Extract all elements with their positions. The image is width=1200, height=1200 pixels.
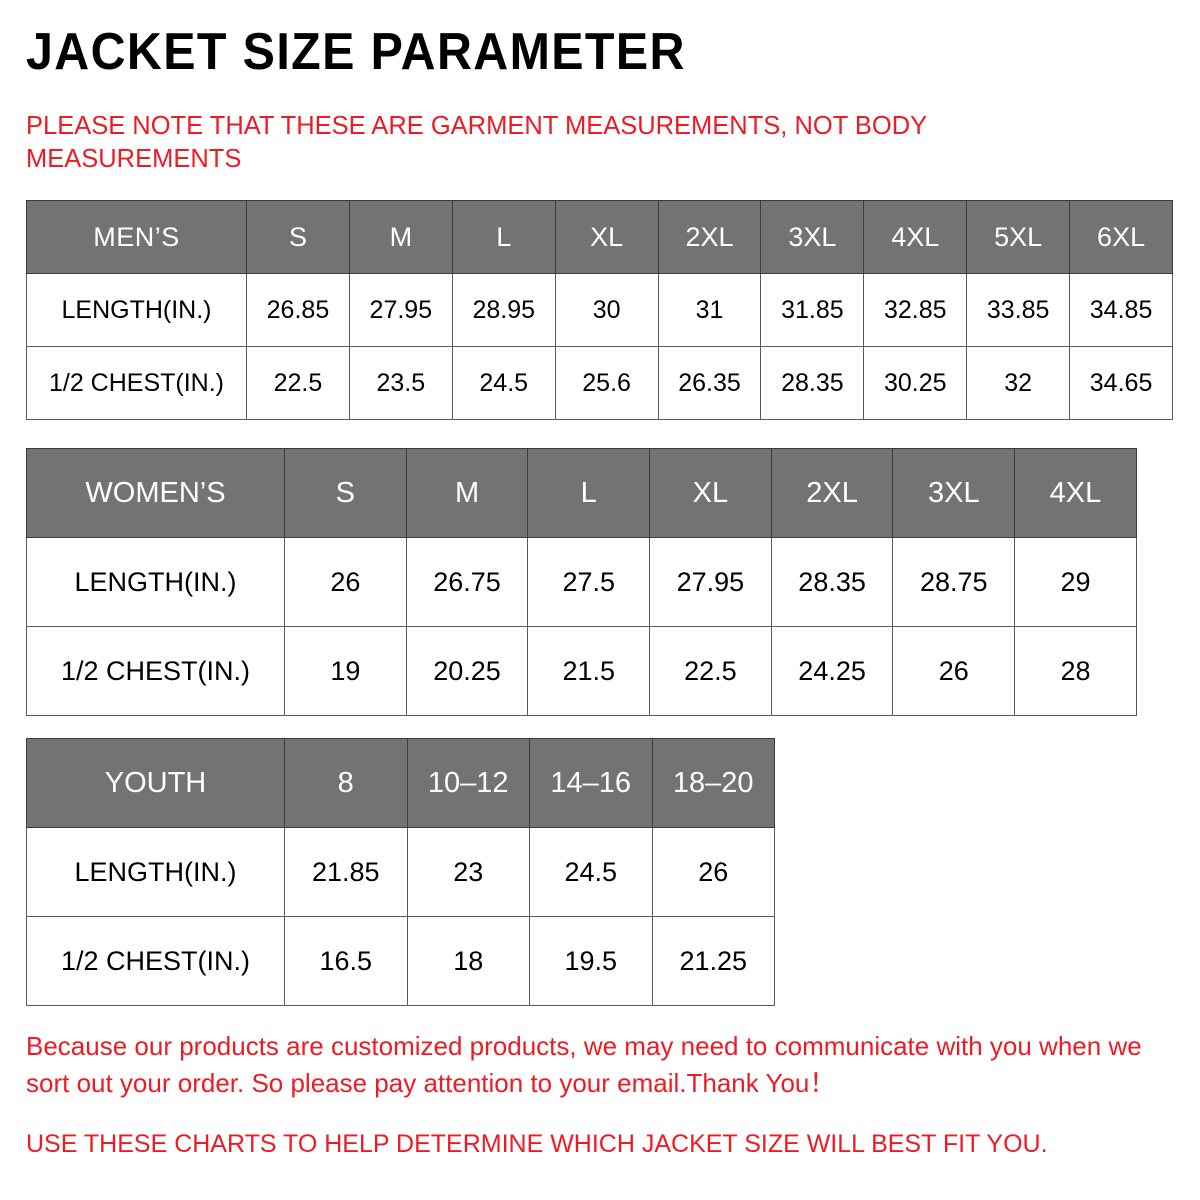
womens-cell-1-3: 22.5: [649, 626, 772, 716]
womens-cell-0-0: 26: [284, 537, 407, 627]
youth-table-body: LENGTH(IN.) 21.85 23 24.5 26 1/2 CHEST(IN.) 16…: [26, 827, 775, 1006]
womens-size-header-l: L: [527, 448, 651, 538]
mens-table-row: LENGTH(IN.) 26.85 27.95 28.95 30 31 31.85 32.85…: [26, 273, 1174, 347]
womens-size-header-s: S: [284, 448, 407, 538]
womens-size-header-3xl: 3XL: [892, 448, 1016, 538]
mens-cell-1-6: 30.25: [863, 346, 968, 420]
mens-cell-1-0: 22.5: [246, 346, 350, 420]
womens-header-row: WOMEN’S S M L XL 2XL 3XL 4XL: [26, 448, 1137, 538]
womens-table-row: 1/2 CHEST(IN.) 19 20.25 21.5 22.5 24.25 26 28: [26, 626, 1137, 716]
youth-row-label-0: LENGTH(IN.): [26, 827, 285, 917]
youth-cell-0-1: 23: [406, 827, 530, 917]
womens-cell-1-1: 20.25: [405, 626, 529, 716]
mens-row-label-0: LENGTH(IN.): [26, 273, 247, 347]
womens-cell-1-5: 26: [892, 626, 1016, 716]
youth-table-row: 1/2 CHEST(IN.) 16.5 18 19.5 21.25: [26, 916, 775, 1006]
mens-cell-0-3: 30: [554, 273, 659, 347]
mens-cell-1-7: 32: [966, 346, 1071, 420]
youth-size-table: YOUTH 8 10–12 14–16 18–20 LENGTH(IN.) 21.85 23…: [26, 738, 775, 1006]
youth-size-header-10-12: 10–12: [406, 738, 530, 828]
womens-size-header-4xl: 4XL: [1014, 448, 1137, 538]
womens-cell-1-6: 28: [1014, 626, 1137, 716]
garment-measurement-disclaimer: PLEASE NOTE THAT THESE ARE GARMENT MEASU…: [26, 112, 927, 174]
youth-cell-0-2: 24.5: [529, 827, 653, 917]
mens-cell-1-8: 34.65: [1069, 346, 1174, 420]
mens-cell-1-2: 24.5: [451, 346, 556, 420]
mens-cell-0-0: 26.85: [246, 273, 350, 347]
mens-table-body: LENGTH(IN.) 26.85 27.95 28.95 30 31 31.85 32.85…: [26, 273, 1174, 420]
womens-size-header-m: M: [405, 448, 529, 538]
mens-size-header-2xl: 2XL: [657, 200, 762, 274]
mens-cell-1-3: 25.6: [554, 346, 659, 420]
mens-cell-0-1: 27.95: [348, 273, 453, 347]
mens-table-row: 1/2 CHEST(IN.) 22.5 23.5 24.5 25.6 26.35 28.35…: [26, 346, 1174, 420]
youth-size-header-18-20: 18–20: [651, 738, 775, 828]
mens-size-header-s: S: [246, 200, 350, 274]
mens-cell-0-4: 31: [657, 273, 762, 347]
mens-size-header-m: M: [348, 200, 453, 274]
youth-header-row: YOUTH 8 10–12 14–16 18–20: [26, 738, 775, 828]
womens-cell-0-2: 27.5: [527, 537, 651, 627]
youth-cell-1-2: 19.5: [529, 916, 653, 1006]
mens-cell-0-6: 32.85: [863, 273, 968, 347]
mens-size-header-xl: XL: [554, 200, 659, 274]
mens-row-label-1: 1/2 CHEST(IN.): [26, 346, 247, 420]
mens-cell-1-1: 23.5: [348, 346, 453, 420]
mens-size-header-l: L: [451, 200, 556, 274]
mens-size-header-4xl: 4XL: [863, 200, 968, 274]
youth-size-header-14-16: 14–16: [529, 738, 653, 828]
youth-cell-0-0: 21.85: [284, 827, 408, 917]
mens-table-head: MEN’S S M L XL 2XL 3XL 4XL 5XL 6XL: [26, 200, 1174, 274]
womens-cell-1-0: 19: [284, 626, 407, 716]
page-title: JACKET SIZE PARAMETER: [26, 23, 686, 81]
womens-size-header-2xl: 2XL: [770, 448, 894, 538]
womens-cell-0-5: 28.75: [892, 537, 1016, 627]
womens-size-table: WOMEN’S S M L XL 2XL 3XL 4XL LENGTH(IN.) 26 26.75…: [26, 448, 1137, 716]
womens-cell-0-3: 27.95: [649, 537, 772, 627]
womens-cell-0-4: 28.35: [770, 537, 894, 627]
youth-row-label-1: 1/2 CHEST(IN.): [26, 916, 285, 1006]
womens-row-label-0: LENGTH(IN.): [26, 537, 285, 627]
womens-table-row: LENGTH(IN.) 26 26.75 27.5 27.95 28.35 28.75 29: [26, 537, 1137, 627]
mens-size-header-3xl: 3XL: [760, 200, 865, 274]
mens-cell-1-5: 28.35: [760, 346, 865, 420]
youth-cell-1-0: 16.5: [284, 916, 408, 1006]
mens-cell-0-2: 28.95: [451, 273, 556, 347]
womens-table-body: LENGTH(IN.) 26 26.75 27.5 27.95 28.35 28.75 29 1…: [26, 537, 1137, 716]
usage-instruction-note: USE THESE CHARTS TO HELP DETERMINE WHICH…: [26, 1130, 1048, 1158]
youth-cell-1-3: 21.25: [651, 916, 775, 1006]
womens-table-head: WOMEN’S S M L XL 2XL 3XL 4XL: [26, 448, 1137, 538]
mens-size-table: MEN’S S M L XL 2XL 3XL 4XL 5XL 6XL LENGTH(IN.) 26.…: [26, 200, 1174, 420]
womens-cell-1-4: 24.25: [770, 626, 894, 716]
mens-size-header-6xl: 6XL: [1069, 200, 1174, 274]
youth-table-head: YOUTH 8 10–12 14–16 18–20: [26, 738, 775, 828]
womens-cell-0-1: 26.75: [405, 537, 529, 627]
womens-row-label-1: 1/2 CHEST(IN.): [26, 626, 285, 716]
mens-header-row: MEN’S S M L XL 2XL 3XL 4XL 5XL 6XL: [26, 200, 1174, 274]
womens-cell-0-6: 29: [1014, 537, 1137, 627]
mens-group-header: MEN’S: [26, 200, 247, 274]
mens-cell-0-7: 33.85: [966, 273, 1071, 347]
youth-group-header: YOUTH: [26, 738, 285, 828]
mens-cell-1-4: 26.35: [657, 346, 762, 420]
youth-cell-0-3: 26: [651, 827, 775, 917]
youth-cell-1-1: 18: [406, 916, 530, 1006]
customization-note: Because our products are customized prod…: [26, 1031, 1142, 1098]
womens-group-header: WOMEN’S: [26, 448, 285, 538]
mens-cell-0-5: 31.85: [760, 273, 865, 347]
womens-size-header-xl: XL: [649, 448, 772, 538]
mens-size-header-5xl: 5XL: [966, 200, 1071, 274]
youth-table-row: LENGTH(IN.) 21.85 23 24.5 26: [26, 827, 775, 917]
youth-size-header-8: 8: [284, 738, 408, 828]
mens-cell-0-8: 34.85: [1069, 273, 1174, 347]
womens-cell-1-2: 21.5: [527, 626, 651, 716]
